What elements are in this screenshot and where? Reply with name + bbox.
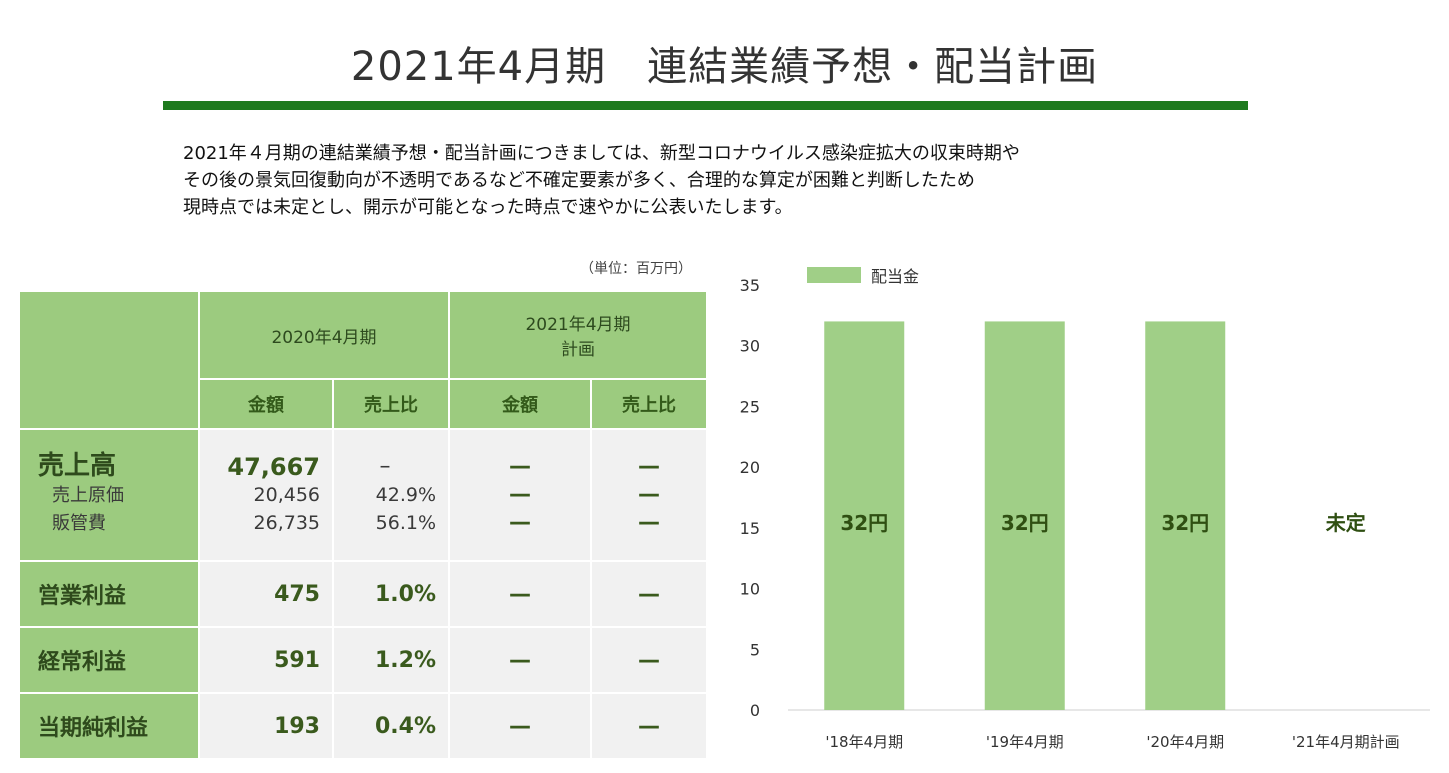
value-cogs-ratio: 42.9%: [375, 484, 436, 506]
legend-swatch: [807, 267, 861, 283]
header-period-2021-line1: 2021年4月期: [525, 315, 631, 335]
plan-net-ratio: —: [590, 692, 708, 760]
intro-line: その後の景気回復動向が不透明であるなど不確定要素が多く、合理的な算定が困難と判断…: [183, 170, 975, 191]
plan-ord-amount: —: [448, 626, 592, 694]
row-label-operating-profit: 営業利益: [18, 560, 200, 628]
bar-data-label: 未定: [1326, 511, 1366, 535]
y-tick-label: 25: [740, 397, 760, 416]
y-tick-label: 20: [740, 458, 760, 477]
page-title: 2021年4月期 連結業績予想・配当計画: [350, 44, 1099, 90]
value-cogs-amount: 20,456: [253, 484, 320, 506]
plan-op-amount: —: [448, 560, 592, 628]
bar: [984, 321, 1065, 710]
col-ratio-2020: 売上比: [332, 378, 450, 430]
value-sales-amount: 47,667: [227, 453, 320, 481]
x-tick-label: '21年4月期計画: [1292, 733, 1400, 751]
title-underline: [163, 101, 1248, 110]
plan-cogs-ratio: —: [638, 482, 660, 507]
plan-net-amount: —: [448, 692, 592, 760]
cell-plan-ratios: — — —: [590, 428, 708, 562]
cell-sales-amounts: 47,667 20,456 26,735: [198, 428, 334, 562]
legend-label: 配当金: [871, 267, 919, 286]
header-period-2020: 2020年4月期: [198, 290, 450, 380]
value-sga-amount: 26,735: [253, 512, 320, 534]
row-label-sales: 売上高 売上原価 販管費: [18, 428, 200, 562]
x-tick-label: '20年4月期: [1146, 733, 1224, 751]
value-op-amount: 475: [198, 560, 334, 628]
value-ord-ratio: 1.2%: [332, 626, 450, 694]
label-cogs: 売上原価: [52, 485, 124, 506]
label-sga: 販管費: [52, 513, 106, 534]
value-net-ratio: 0.4%: [332, 692, 450, 760]
y-tick-label: 30: [740, 337, 760, 356]
bar-data-label: 32円: [840, 511, 888, 535]
financial-table: 2020年4月期 2021年4月期 計画 金額 売上比 金額 売上比 売上高 売…: [18, 290, 708, 760]
value-sga-ratio: 56.1%: [375, 512, 436, 534]
header-corner: [18, 290, 200, 430]
bar: [1145, 321, 1226, 710]
y-tick-label: 35: [740, 276, 760, 295]
y-tick-label: 5: [750, 640, 760, 659]
plan-op-ratio: —: [590, 560, 708, 628]
value-sales-ratio: –: [379, 454, 391, 479]
plan-sales-ratio: —: [638, 454, 660, 479]
y-tick-label: 15: [740, 519, 760, 538]
cell-plan-amounts: — — —: [448, 428, 592, 562]
y-tick-label: 0: [750, 701, 760, 720]
value-op-ratio: 1.0%: [332, 560, 450, 628]
intro-line: 現時点では未定とし、開示が可能となった時点で速やかに公表いたします。: [183, 197, 793, 218]
x-tick-label: '18年4月期: [825, 733, 903, 751]
plan-sga-amount: —: [509, 510, 531, 535]
value-net-amount: 193: [198, 692, 334, 760]
value-ord-amount: 591: [198, 626, 334, 694]
intro-text: 2021年４月期の連結業績予想・配当計画につきましては、新型コロナウイルス感染症…: [183, 140, 1020, 221]
y-tick-label: 10: [740, 580, 760, 599]
header-period-2021-line2: 計画: [561, 340, 595, 360]
unit-note: （単位：百万円）: [580, 261, 692, 277]
bar-data-label: 32円: [1001, 511, 1049, 535]
col-amount-2021: 金額: [448, 378, 592, 430]
x-tick-label: '19年4月期: [986, 733, 1064, 751]
plan-sales-amount: —: [509, 454, 531, 479]
intro-line: 2021年４月期の連結業績予想・配当計画につきましては、新型コロナウイルス感染症…: [183, 143, 1020, 164]
plan-sga-ratio: —: [638, 510, 660, 535]
plan-cogs-amount: —: [509, 482, 531, 507]
plan-ord-ratio: —: [590, 626, 708, 694]
bar: [824, 321, 905, 710]
row-label-ordinary-profit: 経常利益: [18, 626, 200, 694]
label-sales: 売上高: [38, 451, 117, 481]
header-period-2021: 2021年4月期 計画: [448, 290, 708, 380]
col-amount-2020: 金額: [198, 378, 334, 430]
dividend-bar-chart: 0 5 10 15 20 25 30 35 32円 '18年4月期 32円 '19年4月期 32円 '20…: [740, 267, 1430, 751]
col-ratio-2021: 売上比: [590, 378, 708, 430]
row-label-net-income: 当期純利益: [18, 692, 200, 760]
cell-sales-ratios: – 42.9% 56.1%: [332, 428, 450, 562]
bar-data-label: 32円: [1161, 511, 1209, 535]
